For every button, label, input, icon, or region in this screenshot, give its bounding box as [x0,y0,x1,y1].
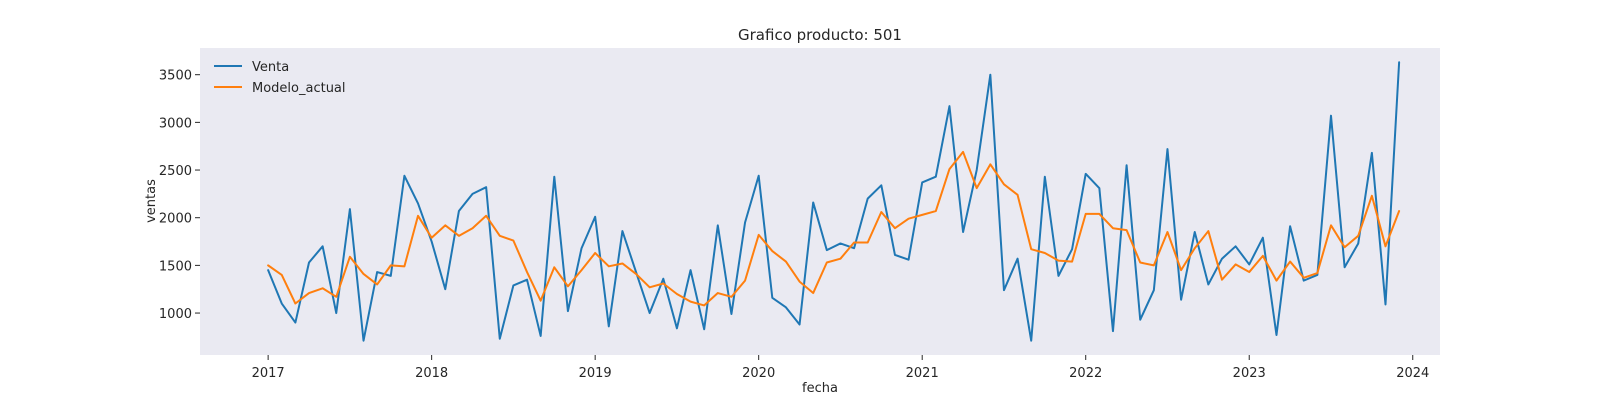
x-tick-label: 2019 [579,366,612,381]
chart-title: Grafico producto: 501 [738,26,902,44]
series-line-venta [267,61,1401,342]
y-tick-label: 3000 [159,116,192,131]
x-tick-label: 2022 [1069,366,1102,381]
x-tick-label: 2020 [742,366,775,381]
legend-label: Modelo_actual [252,81,346,96]
x-tick-label: 2018 [415,366,448,381]
legend-item: Modelo_actual [214,81,346,96]
x-tick-label: 2024 [1396,366,1429,381]
series-line-modelo-actual [267,150,1401,307]
legend: Venta Modelo_actual [214,60,346,96]
y-tick-label: 2500 [159,164,192,179]
legend-label: Venta [252,60,289,75]
x-axis-ticks: 2017 2018 2019 2020 2021 2022 2023 2024 [252,355,1429,381]
y-axis-label: ventas [144,179,159,223]
x-tick-label: 2017 [252,366,285,381]
legend-item: Venta [214,60,289,75]
y-tick-label: 3500 [159,69,192,84]
y-axis-ticks: 1000 1500 2000 2500 3000 3500 [159,69,200,322]
y-tick-label: 1500 [159,259,192,274]
y-tick-label: 1000 [159,307,192,322]
x-tick-label: 2021 [906,366,939,381]
series-lines [267,61,1401,342]
x-axis-label: fecha [802,381,838,396]
y-tick-label: 2000 [159,212,192,227]
x-tick-label: 2023 [1233,366,1266,381]
plot-area [200,48,1440,355]
